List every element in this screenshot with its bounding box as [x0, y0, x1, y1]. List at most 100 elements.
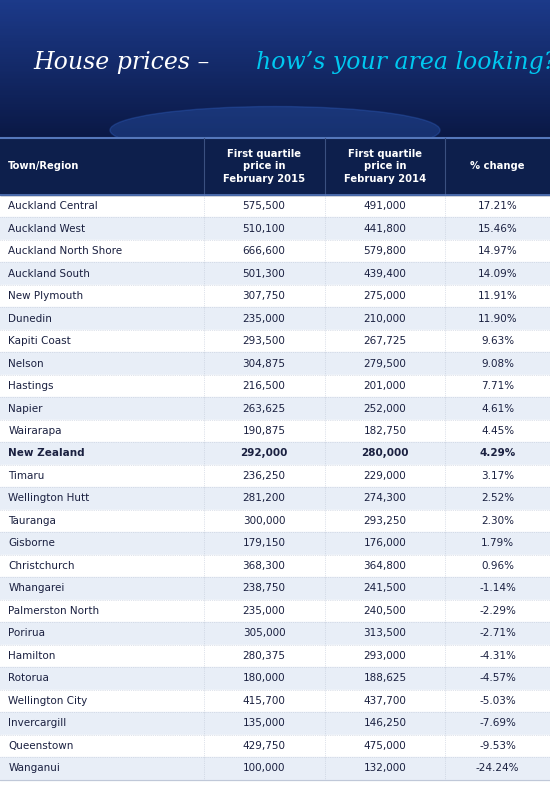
Text: First quartile
price in
February 2014: First quartile price in February 2014	[344, 149, 426, 184]
Text: Dunedin: Dunedin	[8, 313, 52, 323]
Text: 4.45%: 4.45%	[481, 426, 514, 436]
Text: 179,150: 179,150	[243, 538, 285, 548]
Text: 236,250: 236,250	[243, 471, 285, 481]
Text: 280,000: 280,000	[361, 448, 409, 458]
Text: Auckland North Shore: Auckland North Shore	[8, 246, 122, 256]
Text: 429,750: 429,750	[243, 741, 285, 751]
Bar	[0, 532, 550, 555]
Text: % change: % change	[470, 162, 525, 171]
Text: -1.14%: -1.14%	[479, 583, 516, 593]
Text: Porirua: Porirua	[8, 628, 45, 638]
Text: 501,300: 501,300	[243, 268, 285, 279]
Text: 368,300: 368,300	[243, 561, 285, 571]
Text: Palmerston North: Palmerston North	[8, 606, 100, 616]
Text: 281,200: 281,200	[243, 493, 285, 503]
Text: 146,250: 146,250	[364, 718, 406, 728]
Text: New Plymouth: New Plymouth	[8, 291, 84, 301]
Text: 307,750: 307,750	[243, 291, 285, 301]
Bar	[0, 442, 550, 465]
Text: 241,500: 241,500	[364, 583, 406, 593]
Text: 9.63%: 9.63%	[481, 336, 514, 346]
Bar	[0, 645, 550, 667]
Text: -9.53%: -9.53%	[479, 741, 516, 751]
Text: Town/Region: Town/Region	[8, 162, 80, 171]
Text: 441,800: 441,800	[364, 223, 406, 234]
Bar	[0, 218, 550, 240]
Text: 135,000: 135,000	[243, 718, 285, 728]
Text: 274,300: 274,300	[364, 493, 406, 503]
Text: 182,750: 182,750	[364, 426, 406, 436]
Text: Auckland South: Auckland South	[8, 268, 90, 279]
Text: Auckland Central: Auckland Central	[8, 201, 98, 211]
Text: -2.71%: -2.71%	[479, 628, 516, 638]
Text: Auckland West: Auckland West	[8, 223, 85, 234]
Text: 510,100: 510,100	[243, 223, 285, 234]
Bar	[0, 330, 550, 352]
Text: 11.91%: 11.91%	[478, 291, 518, 301]
Text: 491,000: 491,000	[364, 201, 406, 211]
Text: 267,725: 267,725	[364, 336, 406, 346]
Text: 176,000: 176,000	[364, 538, 406, 548]
Text: 14.09%: 14.09%	[478, 268, 518, 279]
Bar	[0, 712, 550, 735]
Bar	[0, 735, 550, 757]
Bar	[0, 352, 550, 375]
Text: 100,000: 100,000	[243, 763, 285, 773]
Text: 11.90%: 11.90%	[478, 313, 518, 323]
Text: Wellington City: Wellington City	[8, 696, 87, 706]
Text: Whangarei: Whangarei	[8, 583, 65, 593]
Text: 300,000: 300,000	[243, 516, 285, 526]
Text: -24.24%: -24.24%	[476, 763, 520, 773]
Text: 279,500: 279,500	[364, 358, 406, 368]
Text: 304,875: 304,875	[243, 358, 285, 368]
Text: how’s your area looking?: how’s your area looking?	[256, 50, 550, 73]
Bar	[0, 555, 550, 578]
Text: 15.46%: 15.46%	[478, 223, 518, 234]
Text: 190,875: 190,875	[243, 426, 285, 436]
Text: 313,500: 313,500	[364, 628, 406, 638]
Text: 210,000: 210,000	[364, 313, 406, 323]
Bar	[0, 195, 550, 218]
Text: 238,750: 238,750	[243, 583, 285, 593]
Text: 280,375: 280,375	[243, 651, 285, 661]
Text: 180,000: 180,000	[243, 673, 285, 683]
Text: Hastings: Hastings	[8, 381, 54, 391]
Text: 293,250: 293,250	[364, 516, 406, 526]
Bar	[0, 285, 550, 307]
Text: -4.31%: -4.31%	[479, 651, 516, 661]
Text: Invercargill: Invercargill	[8, 718, 67, 728]
Text: Wairarapa: Wairarapa	[8, 426, 62, 436]
Text: Christchurch: Christchurch	[8, 561, 75, 571]
Text: 2.52%: 2.52%	[481, 493, 514, 503]
Text: 1.79%: 1.79%	[481, 538, 514, 548]
Text: 229,000: 229,000	[364, 471, 406, 481]
Text: 2.30%: 2.30%	[481, 516, 514, 526]
Text: 201,000: 201,000	[364, 381, 406, 391]
Text: 235,000: 235,000	[243, 313, 285, 323]
Text: 7.71%: 7.71%	[481, 381, 514, 391]
Text: Rotorua: Rotorua	[8, 673, 49, 683]
Bar	[0, 622, 550, 645]
Text: -5.03%: -5.03%	[480, 696, 516, 706]
Text: New Zealand: New Zealand	[8, 448, 85, 458]
Bar	[0, 757, 550, 780]
Bar	[0, 510, 550, 532]
Text: 17.21%: 17.21%	[478, 201, 518, 211]
Bar	[0, 465, 550, 487]
Text: 293,000: 293,000	[364, 651, 406, 661]
Text: First quartile
price in
February 2015: First quartile price in February 2015	[223, 149, 305, 184]
Bar	[0, 487, 550, 510]
Text: 235,000: 235,000	[243, 606, 285, 616]
Text: -2.29%: -2.29%	[479, 606, 516, 616]
Text: 14.97%: 14.97%	[478, 246, 518, 256]
Text: Wanganui: Wanganui	[8, 763, 60, 773]
Text: -4.57%: -4.57%	[479, 673, 516, 683]
Bar	[0, 307, 550, 330]
Text: Timaru: Timaru	[8, 471, 45, 481]
Text: Gisborne: Gisborne	[8, 538, 55, 548]
Text: 216,500: 216,500	[243, 381, 285, 391]
Text: 575,500: 575,500	[243, 201, 285, 211]
Text: 3.17%: 3.17%	[481, 471, 514, 481]
Text: 475,000: 475,000	[364, 741, 406, 751]
Bar	[0, 578, 550, 600]
